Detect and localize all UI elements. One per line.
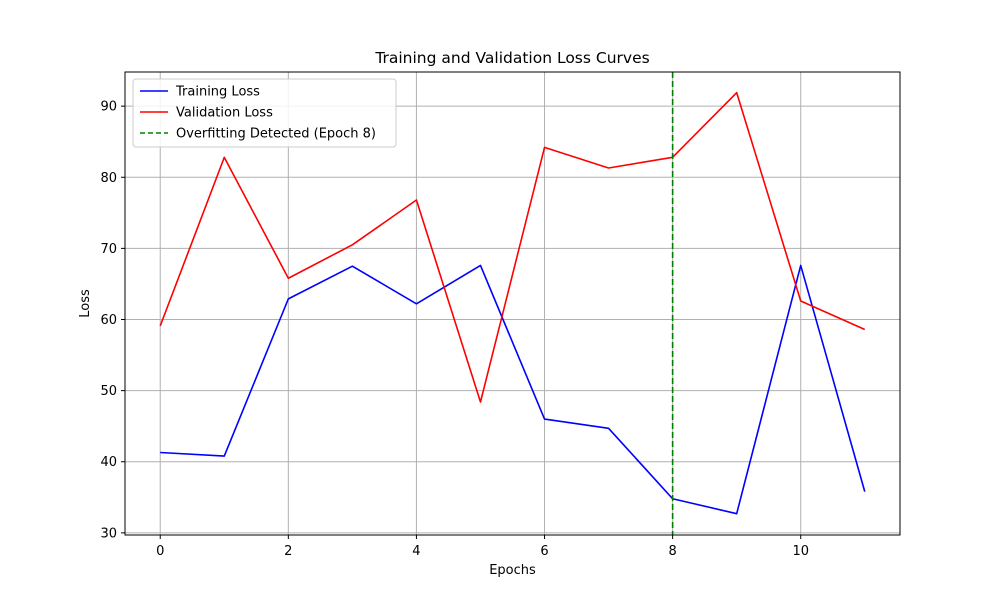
legend: Training Loss Validation Loss Overfitting …: [132, 78, 397, 148]
x-tick-label: 8: [668, 544, 676, 559]
series-line-training-loss: [160, 264, 866, 515]
y-tick-label: 60: [100, 313, 117, 328]
y-tick-label: 70: [100, 242, 117, 257]
x-tick-label: 0: [156, 544, 164, 559]
x-tick-label: 6: [540, 544, 548, 559]
y-tick-label: 50: [100, 384, 117, 399]
y-tick-label: 90: [100, 100, 117, 115]
y-axis-label: Loss: [78, 289, 93, 318]
y-tick-label: 80: [100, 171, 117, 186]
x-axis-label: Epochs: [489, 563, 536, 578]
series-line-validation-loss: [159, 91, 866, 403]
series-layer: [159, 72, 866, 535]
legend-label: Training Loss: [175, 85, 260, 100]
x-tick-label: 10: [792, 544, 809, 559]
tick-layer: 0 2 4 6 8 10 30 40 50 60 70 80 90: [100, 100, 809, 559]
y-tick-label: 30: [100, 526, 117, 541]
x-tick-label: 4: [412, 544, 420, 559]
legend-label: Validation Loss: [176, 106, 273, 121]
axes-frame: [124, 71, 901, 536]
legend-box: [132, 78, 397, 148]
chart-title: Training and Validation Loss Curves: [374, 49, 649, 67]
x-tick-label: 2: [284, 544, 292, 559]
y-tick-label: 40: [100, 455, 117, 470]
legend-label: Overfitting Detected (Epoch 8): [176, 127, 376, 142]
